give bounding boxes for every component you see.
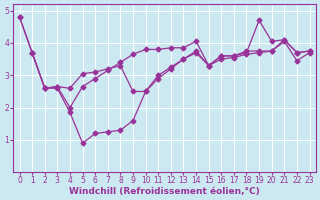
X-axis label: Windchill (Refroidissement éolien,°C): Windchill (Refroidissement éolien,°C) bbox=[69, 187, 260, 196]
